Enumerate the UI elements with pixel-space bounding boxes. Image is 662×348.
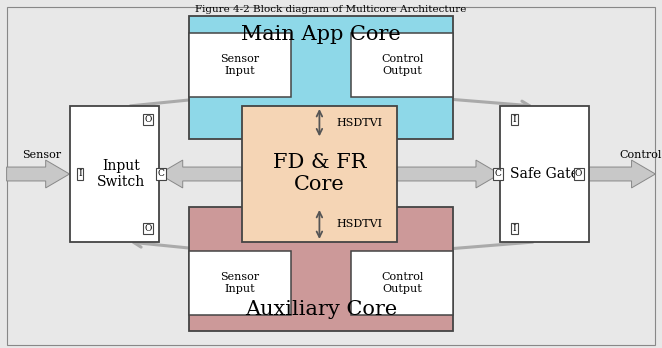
Text: I: I bbox=[512, 224, 516, 233]
Text: FD & FR
Core: FD & FR Core bbox=[273, 153, 366, 195]
Bar bbox=[189, 33, 291, 97]
Polygon shape bbox=[7, 160, 70, 188]
Text: Control
Output: Control Output bbox=[381, 54, 424, 76]
Text: O: O bbox=[144, 115, 152, 124]
Text: Control
Output: Control Output bbox=[381, 272, 424, 294]
Bar bbox=[242, 106, 397, 242]
Bar bbox=[500, 106, 589, 242]
Polygon shape bbox=[397, 160, 500, 188]
Text: HSDTVI: HSDTVI bbox=[336, 220, 382, 229]
Text: HSDTVI: HSDTVI bbox=[336, 118, 382, 128]
Bar bbox=[189, 16, 453, 139]
Bar bbox=[189, 251, 291, 315]
Polygon shape bbox=[159, 160, 242, 188]
Text: C: C bbox=[158, 169, 164, 179]
Bar bbox=[351, 251, 453, 315]
Bar bbox=[189, 207, 453, 331]
Text: Auxiliary Core: Auxiliary Core bbox=[245, 300, 397, 319]
Text: Figure 4-2 Block diagram of Multicore Architecture: Figure 4-2 Block diagram of Multicore Ar… bbox=[195, 5, 467, 14]
Text: Input
Switch: Input Switch bbox=[97, 159, 145, 189]
Text: I: I bbox=[512, 115, 516, 124]
Polygon shape bbox=[589, 160, 655, 188]
Text: Sensor
Input: Sensor Input bbox=[220, 272, 260, 294]
Text: I: I bbox=[78, 169, 82, 179]
Text: C: C bbox=[495, 169, 501, 179]
Text: Safe Gate: Safe Gate bbox=[510, 167, 579, 181]
Text: Main App Core: Main App Core bbox=[241, 25, 401, 44]
Text: Control: Control bbox=[619, 150, 661, 160]
Text: O: O bbox=[144, 224, 152, 233]
Bar bbox=[70, 106, 159, 242]
Text: O: O bbox=[575, 169, 583, 179]
Bar bbox=[351, 33, 453, 97]
Text: Sensor
Input: Sensor Input bbox=[220, 54, 260, 76]
Text: Sensor: Sensor bbox=[22, 150, 61, 160]
